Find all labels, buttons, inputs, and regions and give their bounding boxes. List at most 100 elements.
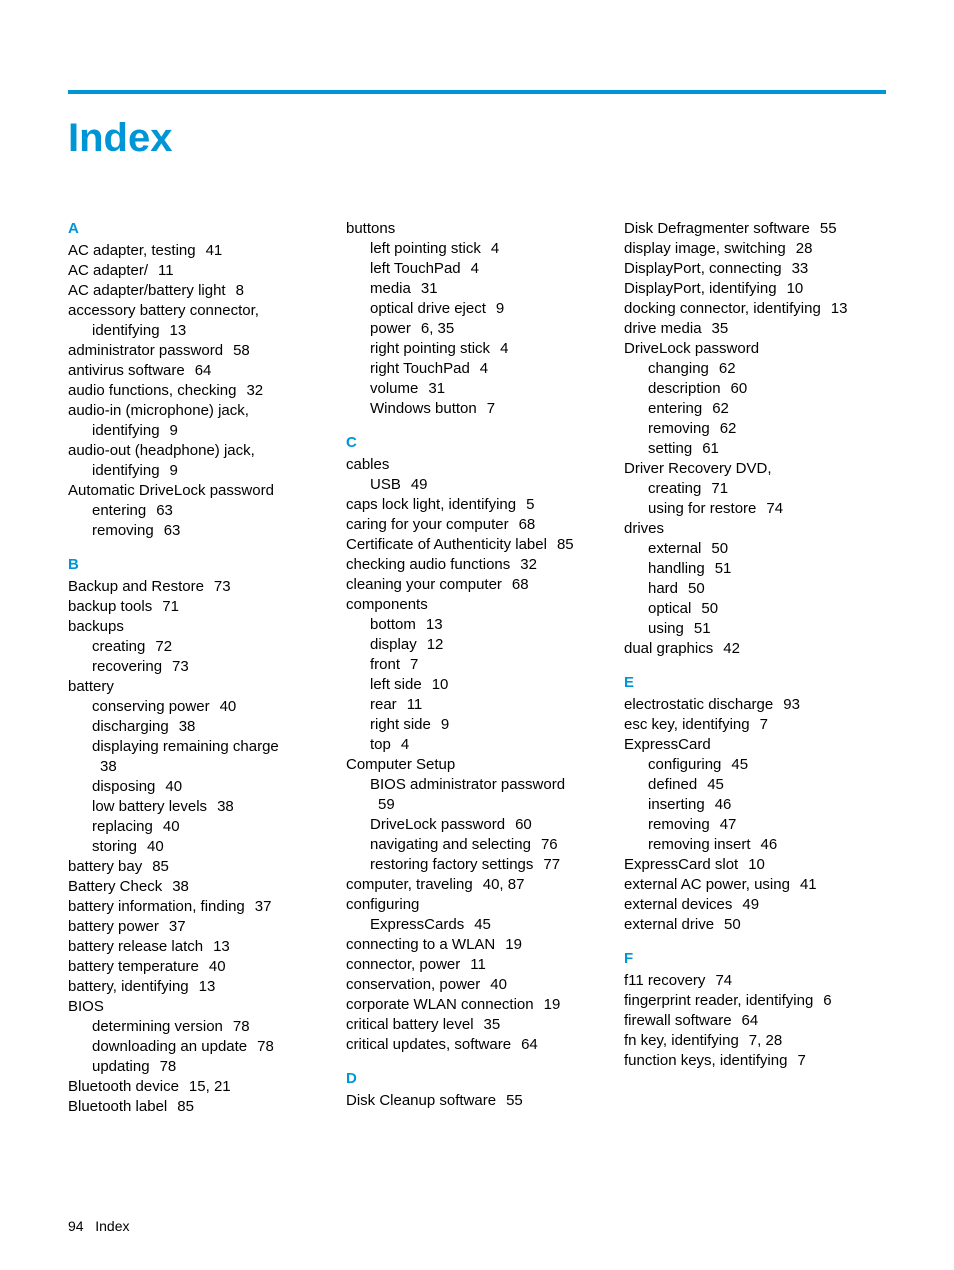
index-entry-page[interactable]: 4 — [401, 736, 409, 753]
index-entry-page[interactable]: 37 — [255, 898, 272, 915]
index-entry-page[interactable]: 55 — [820, 220, 837, 237]
index-entry-page[interactable]: 40 — [490, 976, 507, 993]
index-entry-page[interactable]: 51 — [715, 560, 732, 577]
index-entry-page[interactable]: 45 — [474, 916, 491, 933]
index-entry-page[interactable]: 15, 21 — [189, 1078, 231, 1095]
index-entry-page[interactable]: 10 — [748, 856, 765, 873]
index-entry-page[interactable]: 4 — [491, 240, 499, 257]
index-entry-page[interactable]: 7 — [487, 400, 495, 417]
index-entry-page[interactable]: 85 — [177, 1098, 194, 1115]
index-entry-page[interactable]: 9 — [496, 300, 504, 317]
index-entry-page[interactable]: 38 — [217, 798, 234, 815]
index-entry-page[interactable]: 45 — [707, 776, 724, 793]
index-entry-page[interactable]: 8 — [236, 282, 244, 299]
index-entry-page[interactable]: 13 — [426, 616, 443, 633]
index-entry-page[interactable]: 4 — [471, 260, 479, 277]
index-entry-page[interactable]: 78 — [257, 1038, 274, 1055]
index-entry-page[interactable]: 13 — [213, 938, 230, 955]
index-entry-page[interactable]: 11 — [158, 262, 174, 279]
index-entry-page[interactable]: 13 — [831, 300, 848, 317]
index-entry-page[interactable]: 38 — [179, 718, 196, 735]
index-entry-page[interactable]: 7, 28 — [749, 1032, 782, 1049]
index-entry-page[interactable]: 49 — [411, 476, 428, 493]
index-entry-page[interactable]: 73 — [214, 578, 231, 595]
index-entry-page[interactable]: 71 — [162, 598, 179, 615]
index-entry-page[interactable]: 45 — [731, 756, 748, 773]
index-entry-page[interactable]: 50 — [688, 580, 705, 597]
index-entry-page[interactable]: 11 — [470, 956, 486, 973]
index-entry-page[interactable]: 93 — [783, 696, 800, 713]
index-entry-page[interactable]: 64 — [521, 1036, 538, 1053]
index-entry-page[interactable]: 73 — [172, 658, 189, 675]
index-entry-page[interactable]: 35 — [712, 320, 729, 337]
index-entry-page[interactable]: 9 — [170, 422, 178, 439]
index-entry-page[interactable]: 10 — [787, 280, 804, 297]
index-entry-page[interactable]: 9 — [441, 716, 449, 733]
index-entry-page[interactable]: 64 — [195, 362, 212, 379]
index-entry-page[interactable]: 50 — [701, 600, 718, 617]
index-entry-page[interactable]: 85 — [152, 858, 169, 875]
index-entry-page[interactable]: 72 — [155, 638, 172, 655]
index-entry-page[interactable]: 40 — [147, 838, 164, 855]
index-entry-page[interactable]: 51 — [694, 620, 711, 637]
index-entry-page[interactable]: 10 — [432, 676, 449, 693]
index-entry-page[interactable]: 11 — [407, 696, 423, 713]
index-entry-page[interactable]: 35 — [484, 1016, 501, 1033]
index-entry-page[interactable]: 63 — [156, 502, 173, 519]
index-entry-page[interactable]: 61 — [702, 440, 719, 457]
index-entry-page[interactable]: 31 — [421, 280, 438, 297]
index-entry-page[interactable]: 68 — [519, 516, 536, 533]
index-entry-page[interactable]: 6, 35 — [421, 320, 454, 337]
index-entry-page[interactable]: 62 — [720, 420, 737, 437]
index-entry-page[interactable]: 13 — [170, 322, 187, 339]
index-entry-page[interactable]: 47 — [720, 816, 737, 833]
index-entry-page[interactable]: 40 — [209, 958, 226, 975]
index-entry-page[interactable]: 13 — [199, 978, 216, 995]
index-entry-page[interactable]: 19 — [505, 936, 522, 953]
index-entry-page[interactable]: 60 — [731, 380, 748, 397]
index-entry-page[interactable]: 46 — [715, 796, 732, 813]
index-entry-page[interactable]: 28 — [796, 240, 813, 257]
index-entry-page[interactable]: 55 — [506, 1092, 523, 1109]
index-entry-page[interactable]: 33 — [792, 260, 809, 277]
index-entry-page[interactable]: 31 — [428, 380, 445, 397]
index-entry-page[interactable]: 9 — [170, 462, 178, 479]
index-entry-page[interactable]: 78 — [233, 1018, 250, 1035]
index-entry-page[interactable]: 60 — [515, 816, 532, 833]
index-entry-page[interactable]: 40, 87 — [483, 876, 525, 893]
index-entry-page[interactable]: 5 — [526, 496, 534, 513]
index-entry-page[interactable]: 40 — [220, 698, 237, 715]
index-entry-page[interactable]: 46 — [761, 836, 778, 853]
index-entry-page[interactable]: 77 — [543, 856, 560, 873]
index-entry-page[interactable]: 62 — [712, 400, 729, 417]
index-entry-page[interactable]: 41 — [206, 242, 223, 259]
index-entry-page[interactable]: 68 — [512, 576, 529, 593]
index-entry-page[interactable]: 37 — [169, 918, 186, 935]
index-entry-page[interactable]: 76 — [541, 836, 558, 853]
index-entry-page[interactable]: 19 — [544, 996, 561, 1013]
index-entry-page[interactable]: 41 — [800, 876, 817, 893]
index-entry-page[interactable]: 49 — [742, 896, 759, 913]
index-entry-page[interactable]: 38 — [172, 878, 189, 895]
index-entry-page[interactable]: 7 — [410, 656, 418, 673]
index-entry-page[interactable]: 32 — [520, 556, 537, 573]
index-entry-page[interactable]: 40 — [165, 778, 182, 795]
index-entry-page[interactable]: 78 — [160, 1058, 177, 1075]
index-entry-page[interactable]: 50 — [724, 916, 741, 933]
index-entry-page[interactable]: 74 — [766, 500, 783, 517]
index-entry-page[interactable]: 71 — [711, 480, 728, 497]
index-entry-page[interactable]: 63 — [164, 522, 181, 539]
index-entry-page[interactable]: 58 — [233, 342, 250, 359]
index-entry-page[interactable]: 50 — [711, 540, 728, 557]
index-entry-page[interactable]: 64 — [742, 1012, 759, 1029]
index-entry-page[interactable]: 12 — [427, 636, 444, 653]
index-entry-page[interactable]: 40 — [163, 818, 180, 835]
index-entry-page[interactable]: 42 — [723, 640, 740, 657]
index-entry-page[interactable]: 4 — [480, 360, 488, 377]
index-entry-page[interactable]: 32 — [246, 382, 263, 399]
index-entry-page[interactable]: 85 — [557, 536, 574, 553]
index-entry-page[interactable]: 7 — [797, 1052, 805, 1069]
index-entry-page[interactable]: 74 — [715, 972, 732, 989]
index-entry-page[interactable]: 6 — [823, 992, 831, 1009]
index-entry-page[interactable]: 62 — [719, 360, 736, 377]
